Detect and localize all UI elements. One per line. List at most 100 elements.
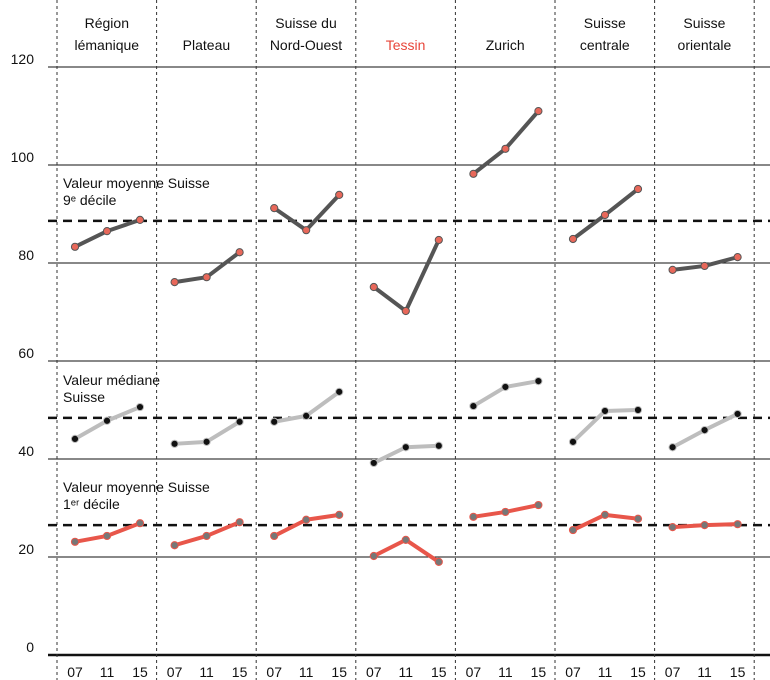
point <box>401 443 410 452</box>
panel-title: Suisse <box>584 15 626 31</box>
y-tick-label: 120 <box>11 51 35 67</box>
y-tick-label: 0 <box>26 639 34 655</box>
point <box>733 520 742 529</box>
x-tick-label: 11 <box>299 664 314 680</box>
point <box>600 210 610 220</box>
point <box>501 144 510 153</box>
point <box>633 184 643 194</box>
x-tick-label: 07 <box>167 664 183 680</box>
point <box>302 411 311 420</box>
point <box>568 525 578 535</box>
point <box>434 557 443 567</box>
reference-label: Valeur moyenne Suisse <box>63 479 210 495</box>
x-tick-label: 07 <box>366 664 382 680</box>
point <box>102 227 112 236</box>
point <box>633 514 643 523</box>
point <box>668 523 677 532</box>
point <box>469 401 478 411</box>
point <box>70 537 80 546</box>
x-tick-label: 07 <box>565 664 581 680</box>
point <box>668 443 677 452</box>
y-tick-label: 20 <box>18 541 34 557</box>
point <box>170 278 179 287</box>
y-tick-label: 60 <box>18 345 34 361</box>
panel-title: Nord-Ouest <box>270 37 342 53</box>
x-tick-label: 15 <box>232 664 248 680</box>
point <box>369 551 378 561</box>
x-tick-label: 11 <box>697 664 712 680</box>
point <box>235 518 244 527</box>
point <box>434 235 443 245</box>
x-tick-label: 15 <box>730 664 746 680</box>
point <box>534 107 543 116</box>
point <box>369 282 378 292</box>
point <box>335 387 344 396</box>
point <box>202 531 211 541</box>
point <box>633 405 643 415</box>
x-tick-label: 15 <box>630 664 646 680</box>
panel-title: Plateau <box>183 37 230 53</box>
point <box>335 190 344 199</box>
x-tick-label: 15 <box>132 664 148 680</box>
point <box>568 234 578 244</box>
point <box>434 441 443 450</box>
point <box>600 406 610 416</box>
point <box>270 417 279 426</box>
series-line <box>372 239 441 314</box>
panel-title: Suisse du <box>275 15 336 31</box>
x-tick-label: 11 <box>100 664 115 680</box>
panel-title: Zurich <box>486 37 525 53</box>
x-tick-label: 07 <box>466 664 482 680</box>
point <box>733 253 742 262</box>
point <box>202 273 211 282</box>
panel-title: orientale <box>678 37 732 53</box>
x-tick-label: 11 <box>399 664 414 680</box>
point <box>501 507 510 517</box>
y-tick-label: 40 <box>18 443 34 459</box>
x-tick-label: 15 <box>431 664 447 680</box>
x-tick-label: 07 <box>266 664 282 680</box>
panel-title: Région <box>85 15 129 31</box>
reference-label: 1ᵉʳ décile <box>63 496 120 512</box>
y-tick-label: 80 <box>18 247 34 263</box>
point <box>501 382 510 392</box>
point <box>302 226 311 235</box>
point <box>270 204 279 213</box>
point <box>335 510 344 519</box>
point <box>401 535 410 544</box>
point <box>700 261 709 271</box>
panel-title: Suisse <box>683 15 725 31</box>
point <box>135 402 145 412</box>
x-tick-label: 07 <box>665 664 681 680</box>
point <box>170 439 179 448</box>
x-tick-label: 11 <box>598 664 613 680</box>
y-tick-label: 100 <box>11 149 35 165</box>
point <box>733 409 742 419</box>
point <box>70 434 80 444</box>
panel-title: lémanique <box>74 37 139 53</box>
point <box>170 541 179 550</box>
panel-title: centrale <box>580 37 630 53</box>
point <box>270 531 279 541</box>
series-line <box>273 193 341 233</box>
point <box>102 531 112 541</box>
point <box>600 510 610 519</box>
point <box>302 515 311 524</box>
point <box>700 425 709 435</box>
x-tick-label: 11 <box>199 664 214 680</box>
point <box>700 521 709 530</box>
reference-label: 9ᵉ décile <box>63 192 117 208</box>
x-tick-label: 07 <box>67 664 83 680</box>
panel-title: Tessin <box>386 37 426 53</box>
point <box>70 242 80 251</box>
point <box>135 215 145 224</box>
reference-label: Valeur médiane <box>63 372 160 388</box>
point <box>401 306 410 316</box>
reference-label: Suisse <box>63 389 105 405</box>
point <box>369 458 378 468</box>
point <box>534 500 543 510</box>
point <box>202 437 211 446</box>
x-tick-label: 15 <box>331 664 347 680</box>
series-line <box>472 109 540 176</box>
